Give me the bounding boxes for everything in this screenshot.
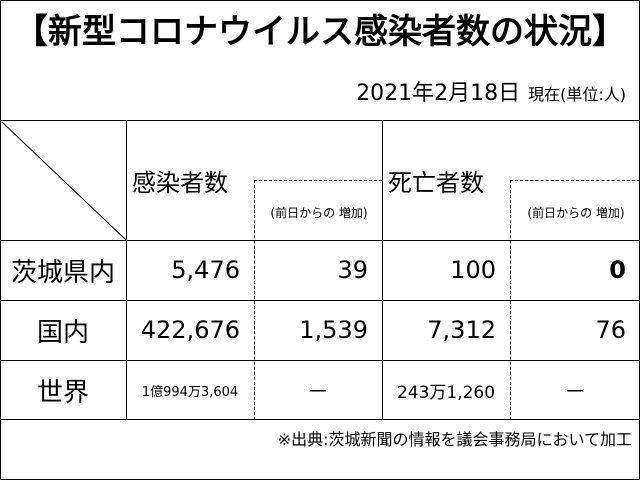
dashed-divider	[254, 180, 382, 181]
column-divider	[126, 120, 127, 420]
domestic-deaths-increase: 76	[595, 316, 626, 344]
row-divider	[0, 240, 640, 241]
ibaraki-infected-increase: 39	[337, 256, 368, 284]
world-deaths: 243万1,260	[396, 382, 496, 403]
stats-table: 感染者数 (前日からの 増加) 死亡者数 (前日からの 増加) 茨城県内 5,4…	[0, 120, 640, 420]
dashed-divider	[510, 180, 511, 420]
row-label-domestic: 国内	[36, 317, 89, 348]
dashed-divider	[510, 180, 640, 181]
domestic-infected: 422,676	[140, 316, 240, 344]
header-infected-increase: (前日からの 増加)	[270, 205, 368, 220]
header-infected: 感染者数	[132, 168, 228, 197]
date-status: 現在(単位:人)	[528, 85, 626, 104]
table-border-top	[0, 120, 640, 121]
world-deaths-increase: －	[563, 380, 586, 405]
ibaraki-deaths-increase: 0	[609, 256, 626, 284]
header-deaths: 死亡者数	[388, 168, 484, 197]
row-divider	[0, 360, 640, 361]
row-label-world: 世界	[36, 377, 89, 408]
domestic-infected-increase: 1,539	[299, 316, 368, 344]
report-date: 2021年2月18日	[356, 81, 521, 106]
table-border-bottom	[0, 419, 640, 420]
world-infected: 1億994万3,604	[141, 384, 239, 400]
ibaraki-infected: 5,476	[171, 256, 240, 284]
date-line: 2021年2月18日 現在(単位:人)	[356, 80, 626, 109]
row-divider	[0, 300, 640, 301]
corner-diagonal	[1, 121, 127, 241]
column-divider	[382, 120, 383, 420]
source-note: ※出典:茨城新聞の情報を議会事務局において加工	[277, 430, 632, 449]
dashed-divider	[254, 180, 255, 420]
header-deaths-increase: (前日からの 増加)	[527, 205, 625, 220]
row-label-ibaraki: 茨城県内	[10, 257, 115, 288]
domestic-deaths: 7,312	[427, 316, 496, 344]
world-infected-increase: －	[306, 380, 329, 405]
ibaraki-deaths: 100	[450, 256, 496, 284]
page-title: 【新型コロナウイルス感染者数の状況】	[14, 12, 626, 52]
